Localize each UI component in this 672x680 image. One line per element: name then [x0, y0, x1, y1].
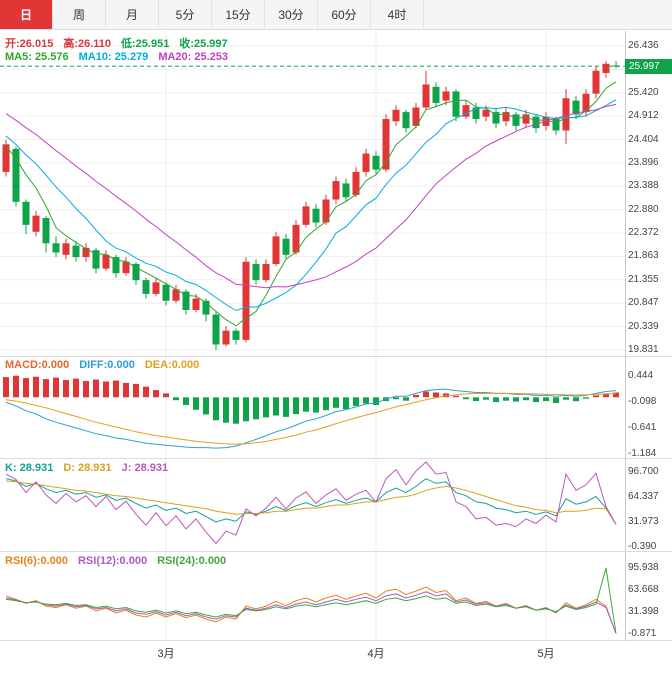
macd-histogram [3, 375, 619, 424]
tab-5min-label: 5分 [175, 8, 195, 22]
month-label: 5月 [537, 648, 555, 660]
rsi-axis-label: -0.871 [628, 628, 657, 639]
ma20-line [5, 103, 617, 289]
macd-axis-label: -0.098 [628, 396, 657, 407]
tab-15min[interactable]: 15分 [212, 0, 265, 29]
rsi12-line [5, 591, 617, 634]
tab-4hour[interactable]: 4时 [371, 0, 424, 29]
diff-line [5, 388, 617, 449]
tab-60min-label: 60分 [331, 8, 357, 22]
tab-60min[interactable]: 60分 [318, 0, 371, 29]
price-axis-label: 20.847 [628, 297, 659, 309]
macd-lines [5, 388, 617, 449]
main-gridlines [0, 45, 625, 351]
month-gridlines [165, 31, 547, 640]
high-value: 高:26.110 [63, 38, 112, 50]
month-label: 4月 [367, 648, 385, 660]
price-axis-label: 23.896 [628, 156, 659, 168]
kdj-readout: K: 28.931 D: 28.931 J: 28.931 [5, 462, 168, 474]
tab-daily-label: 日 [19, 8, 32, 22]
tab-30min-label: 30分 [278, 8, 304, 22]
period-toolbar: 日 周 月 5分 15分 30分 60分 4时 [0, 0, 672, 30]
open-value: 开:26.015 [5, 38, 54, 50]
macd-axis-label: -0.641 [628, 422, 657, 433]
tab-30min[interactable]: 30分 [265, 0, 318, 29]
dea-line [5, 392, 617, 445]
last-price-tag: 25.997 [625, 58, 672, 74]
kdj-axis-label: -0.390 [628, 541, 657, 552]
tab-weekly-label: 周 [72, 8, 85, 22]
rsi-axis-label: 63.668 [628, 584, 659, 595]
kdj-lines [5, 461, 617, 545]
price-axis-label: 22.372 [628, 227, 659, 239]
rsi-readout: RSI(6):0.000 RSI(12):0.000 RSI(24):0.000 [5, 555, 226, 567]
price-axis-label: 23.388 [628, 180, 659, 192]
k-value: K: 28.931 [5, 462, 54, 474]
k-line [5, 478, 617, 525]
price-axis-label: 25.420 [628, 86, 659, 98]
tab-monthly[interactable]: 月 [106, 0, 159, 29]
macd-readout: MACD:0.000 DIFF:0.000 DEA:0.000 [5, 359, 199, 371]
ohlc-readout: 开:26.015 高:26.110 低:25.951 收:25.997 [5, 35, 228, 51]
ma20-value: MA20: 25.253 [158, 51, 229, 63]
d-line [5, 480, 617, 525]
rsi24-value: RSI(24):0.000 [157, 555, 227, 567]
diff-value: DIFF:0.000 [79, 359, 135, 371]
dea-value: DEA:0.000 [144, 359, 200, 371]
price-axis-label: 24.912 [628, 110, 659, 122]
price-axis-label: 21.863 [628, 250, 659, 262]
kdj-axis-label: 31.973 [628, 516, 659, 527]
kdj-axis-label: 64.337 [628, 491, 659, 502]
ma10-line [5, 99, 617, 312]
low-value: 低:25.951 [121, 38, 170, 50]
price-axis-label: 24.404 [628, 133, 659, 145]
panel-separators [0, 31, 672, 641]
j-line [5, 461, 617, 545]
tab-weekly[interactable]: 周 [53, 0, 106, 29]
rsi-axis-label: 31.398 [628, 606, 659, 617]
price-axis-label: 26.436 [628, 40, 659, 51]
rsi-axis-label: 95.938 [628, 562, 659, 573]
macd-axis-label: 0.444 [628, 370, 654, 381]
price-axis-label: 22.880 [628, 203, 659, 215]
price-axis-label: 19.831 [628, 344, 659, 355]
tab-daily[interactable]: 日 [0, 0, 53, 29]
month-label: 3月 [157, 648, 175, 660]
ma-lines [5, 81, 617, 327]
price-axis-label: 21.355 [628, 273, 659, 285]
ma10-value: MA10: 25.279 [78, 51, 149, 63]
tab-5min[interactable]: 5分 [159, 0, 212, 29]
rsi-lines [5, 567, 617, 634]
kdj-axis-label: 96.700 [628, 466, 659, 477]
rsi12-value: RSI(12):0.000 [77, 555, 148, 567]
ma-readout: MA5: 25.576 MA10: 25.279 MA20: 25.253 [5, 51, 228, 63]
tab-monthly-label: 月 [125, 8, 138, 22]
rsi6-value: RSI(6):0.000 [5, 555, 68, 567]
rsi6-line [5, 586, 617, 634]
ma5-value: MA5: 25.576 [5, 51, 69, 63]
j-value: J: 28.931 [121, 462, 169, 474]
tab-15min-label: 15分 [225, 8, 251, 22]
price-axis-label: 20.339 [628, 320, 659, 332]
close-value: 收:25.997 [179, 38, 228, 50]
tab-4hour-label: 4时 [387, 8, 407, 22]
d-value: D: 28.931 [63, 462, 112, 474]
rsi24-line [5, 567, 617, 634]
macd-value: MACD:0.000 [5, 359, 70, 371]
macd-axis-label: -1.184 [628, 448, 657, 459]
ma5-line [5, 81, 617, 327]
candlesticks [2, 61, 620, 350]
